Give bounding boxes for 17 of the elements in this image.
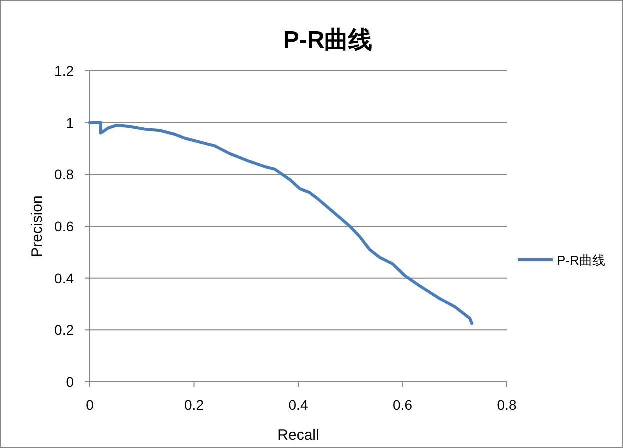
- x-tick-label: 0.2: [184, 397, 204, 413]
- line-series: [88, 121, 474, 326]
- y-tick-label: 0.6: [54, 218, 74, 234]
- legend-label: P-R曲线: [557, 253, 606, 268]
- y-tick-label: 0.4: [54, 270, 74, 286]
- x-axis-title: Recall: [278, 427, 320, 444]
- y-tick-label: 1: [66, 114, 74, 131]
- x-tick-label: 0.6: [393, 397, 413, 413]
- y-tick-label: 0: [66, 374, 74, 390]
- x-tick-label: 0.4: [288, 397, 308, 413]
- y-axis-title: Precision: [29, 196, 46, 258]
- y-tick-label: 1.2: [54, 63, 74, 79]
- chart-title: P-R曲线: [283, 27, 373, 54]
- y-tick-label: 0.2: [54, 322, 74, 338]
- y-tick-label: 0.8: [54, 166, 74, 183]
- x-tick-label: 0.8: [497, 397, 517, 413]
- x-tick-label: 0: [86, 397, 94, 413]
